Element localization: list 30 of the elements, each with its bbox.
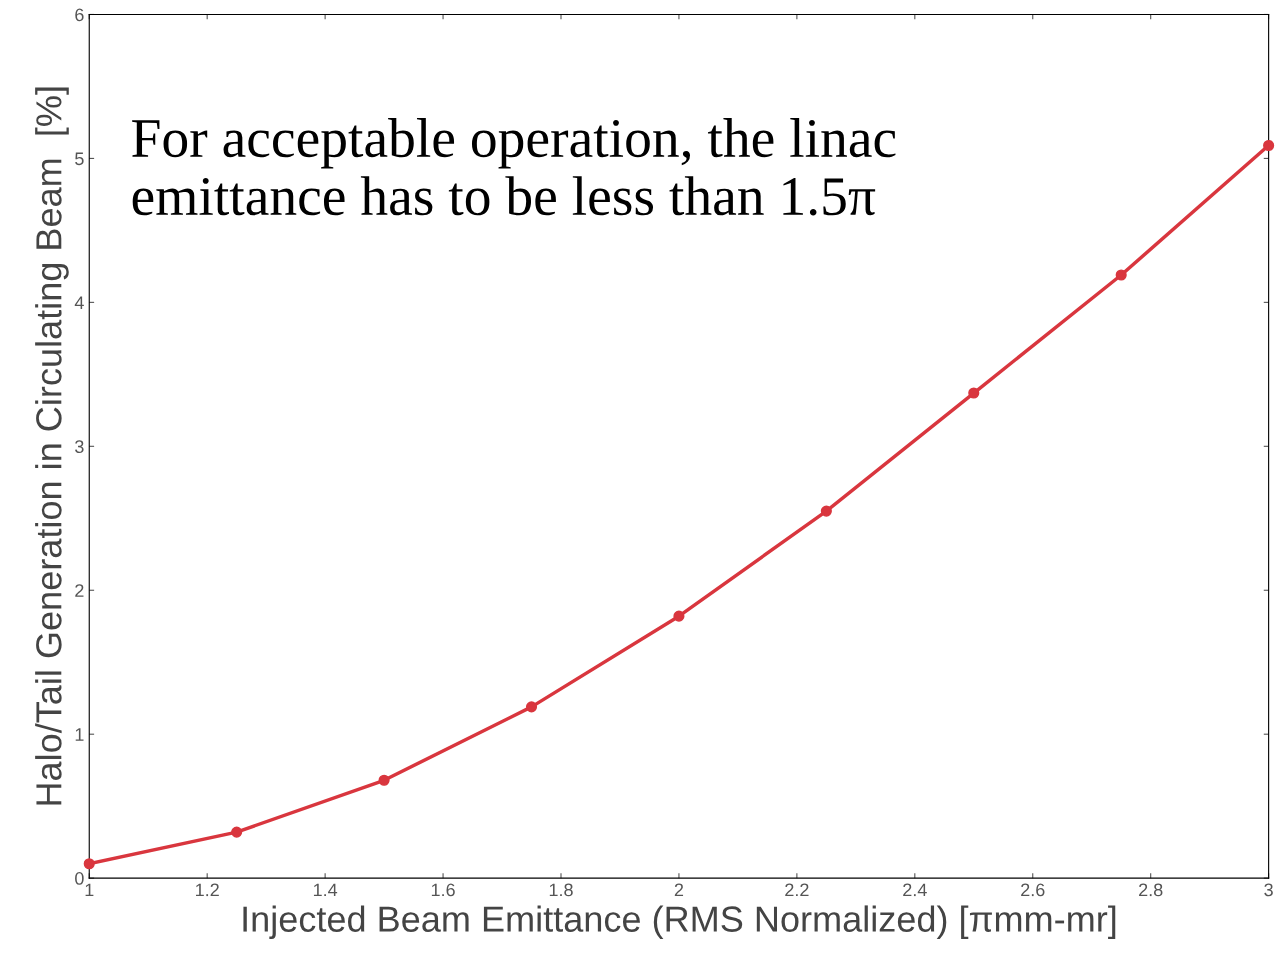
y-tick-label: 0 (75, 872, 84, 885)
y-tick-label: 4 (74, 296, 84, 309)
point (968, 387, 980, 399)
point (820, 505, 832, 517)
x-tick-label: 2.2 (785, 883, 809, 897)
point (378, 774, 390, 786)
x-tick-label: 1.2 (196, 883, 219, 897)
annotation: For acceptable operation, the linac emittance has to be less than 1.5π (132, 118, 896, 216)
x-tick-label: 2.4 (903, 883, 927, 897)
x-tick-label: 2 (674, 883, 684, 897)
x-axis-title: Injected Beam Emittance (RMS Normalized) [πmm-mr] (243, 905, 1116, 940)
y-tick-label: 5 (75, 152, 84, 166)
x-tick-label: 1.4 (313, 883, 338, 897)
point (673, 610, 685, 622)
x-tick-label: 2.8 (1139, 883, 1163, 897)
y-axis-title: Halo/Tail Generation in Circulating Beam [%] (35, 87, 69, 805)
point (1115, 269, 1127, 281)
point (231, 826, 243, 838)
y-tick-label: 3 (75, 440, 84, 454)
y-tick-label: 1 (75, 728, 84, 741)
point (525, 701, 538, 713)
y-tick-label: 6 (75, 8, 84, 22)
x-tick-label: 2.6 (1021, 883, 1045, 897)
point (1263, 139, 1275, 152)
x-tick-label: 3 (1264, 883, 1273, 897)
x-tick-label: 1 (85, 883, 94, 897)
point (83, 858, 95, 870)
x-tick-label: 1.8 (549, 883, 573, 897)
y-tick-label: 2 (75, 584, 84, 597)
x-tick-label: 1.6 (431, 883, 455, 897)
